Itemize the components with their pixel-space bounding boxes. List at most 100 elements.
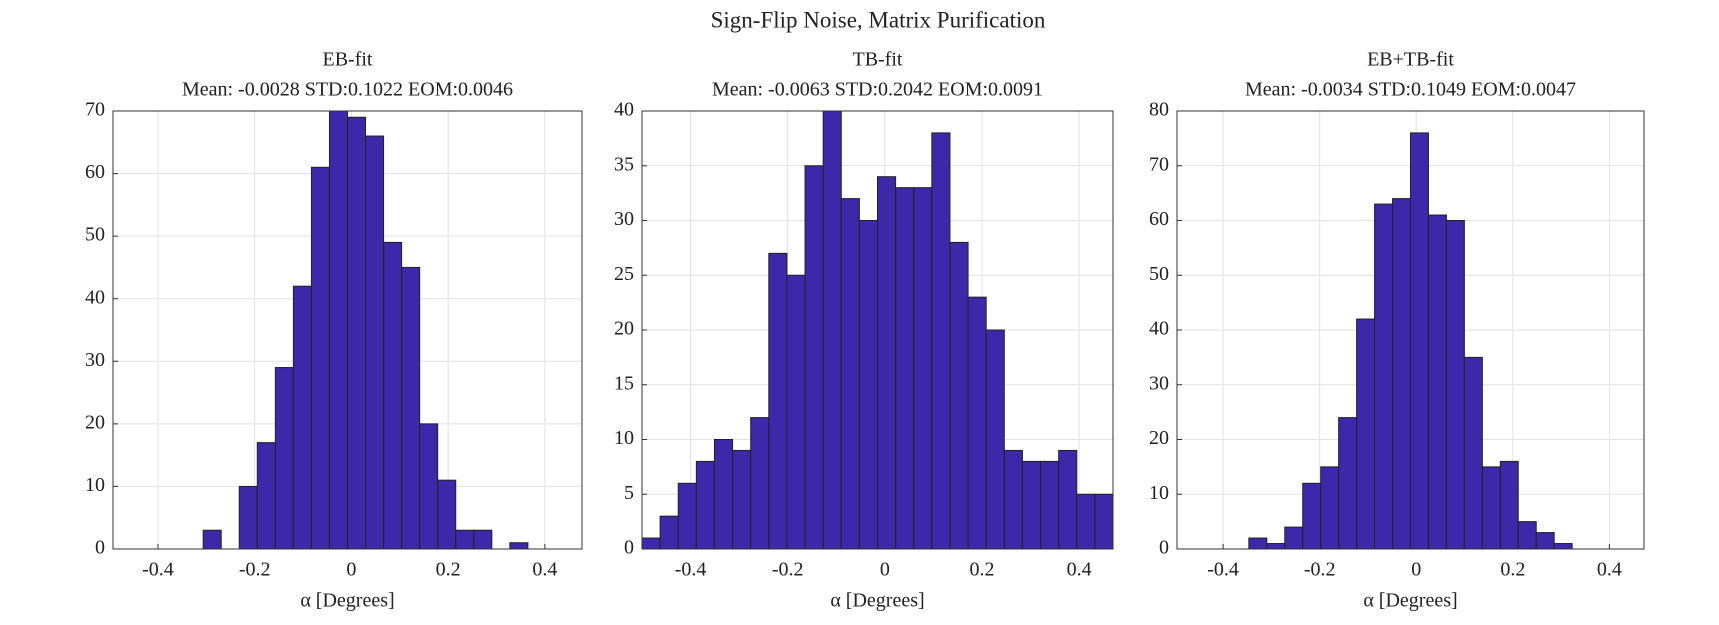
y-tick-label: 40 <box>1149 318 1169 340</box>
bar <box>804 165 824 550</box>
y-tick-label: 0 <box>624 537 634 559</box>
bar <box>1320 466 1340 550</box>
bar <box>1374 203 1394 550</box>
x-axis-label: α [Degrees] <box>300 590 394 612</box>
bar <box>1076 493 1096 550</box>
bar <box>1021 460 1042 550</box>
x-tick-label: 0.2 <box>436 559 461 581</box>
bar <box>985 329 1005 550</box>
plot-frame <box>641 110 1114 550</box>
x-tick-label: -0.4 <box>675 559 707 581</box>
bar <box>455 529 475 550</box>
chart-title: TB-fit <box>853 49 903 71</box>
bar <box>509 542 529 550</box>
y-tick-label: 15 <box>614 372 634 394</box>
bar <box>1427 214 1447 550</box>
figure-title: Sign-Flip Noise, Matrix Purification <box>711 7 1046 32</box>
bar <box>1284 526 1304 550</box>
bar <box>274 367 294 550</box>
y-tick-label: 70 <box>85 99 105 121</box>
bar <box>1445 220 1465 550</box>
bar <box>659 515 679 550</box>
bar <box>677 482 697 550</box>
y-tick-label: 20 <box>85 411 105 433</box>
x-tick-label: -0.4 <box>1207 559 1239 581</box>
y-tick-label: 10 <box>85 474 105 496</box>
bar <box>1553 543 1573 550</box>
x-tick-label: -0.2 <box>1304 559 1336 581</box>
y-tick-label: 20 <box>1149 427 1169 449</box>
bar <box>877 176 897 550</box>
bar <box>238 485 258 550</box>
bar <box>1058 449 1078 550</box>
x-axis-label: α [Degrees] <box>830 590 924 612</box>
bar <box>768 252 788 550</box>
bar <box>1481 466 1501 550</box>
y-tick-label: 40 <box>614 99 634 121</box>
y-tick-label: 70 <box>1149 153 1169 175</box>
bar <box>1302 482 1322 550</box>
y-tick-label: 10 <box>1149 482 1169 504</box>
bar <box>1338 417 1358 550</box>
bar <box>328 110 349 550</box>
bar <box>437 479 457 550</box>
bar <box>1499 460 1519 550</box>
bar <box>1392 198 1411 550</box>
bar <box>1517 521 1537 550</box>
plot-frame <box>112 110 583 550</box>
bar <box>895 187 915 550</box>
bar <box>1463 356 1483 550</box>
bar <box>732 449 752 550</box>
bar <box>1535 532 1555 550</box>
y-tick-label: 30 <box>614 208 634 230</box>
bar <box>419 423 439 550</box>
x-tick-label: 0 <box>346 559 356 581</box>
y-tick-label: 5 <box>624 482 634 504</box>
x-tick-label: -0.4 <box>142 559 174 581</box>
bar <box>949 241 969 550</box>
x-tick-label: 0.4 <box>1597 559 1622 581</box>
y-tick-label: 50 <box>1149 263 1169 285</box>
bar <box>822 110 842 550</box>
y-tick-label: 60 <box>85 161 105 183</box>
bar <box>292 285 312 550</box>
bar <box>786 274 806 550</box>
y-tick-label: 35 <box>614 153 634 175</box>
bar <box>931 132 951 550</box>
bar <box>1040 460 1060 550</box>
bar <box>840 198 860 550</box>
y-tick-label: 30 <box>85 349 105 371</box>
bar <box>1094 493 1114 550</box>
x-tick-label: 0.2 <box>1500 559 1525 581</box>
x-tick-label: -0.2 <box>772 559 804 581</box>
bar <box>713 439 734 550</box>
bar <box>1356 318 1376 550</box>
y-tick-label: 60 <box>1149 208 1169 230</box>
chart-subtitle: Mean: -0.0063 STD:0.2042 EOM:0.0091 <box>712 79 1043 101</box>
bar <box>1266 543 1286 550</box>
y-tick-label: 25 <box>614 263 634 285</box>
bar <box>401 266 421 550</box>
bar <box>202 529 222 550</box>
y-tick-label: 40 <box>85 286 105 308</box>
x-tick-label: 0 <box>1411 559 1421 581</box>
bar <box>1410 132 1429 550</box>
y-tick-label: 30 <box>1149 372 1169 394</box>
y-tick-label: 10 <box>614 427 634 449</box>
y-tick-label: 50 <box>85 224 105 246</box>
x-tick-label: 0 <box>880 559 890 581</box>
bar <box>967 296 987 550</box>
x-tick-label: 0.4 <box>532 559 557 581</box>
plot-frame <box>1176 110 1645 550</box>
bar <box>750 417 770 550</box>
y-tick-label: 0 <box>95 537 105 559</box>
bar <box>1248 537 1268 550</box>
y-tick-label: 0 <box>1159 537 1169 559</box>
bar <box>913 187 933 550</box>
x-tick-label: 0.2 <box>969 559 994 581</box>
bar <box>365 135 385 550</box>
chart-subtitle: Mean: -0.0028 STD:0.1022 EOM:0.0046 <box>182 79 513 101</box>
y-tick-label: 80 <box>1149 99 1169 121</box>
bar <box>858 220 879 550</box>
